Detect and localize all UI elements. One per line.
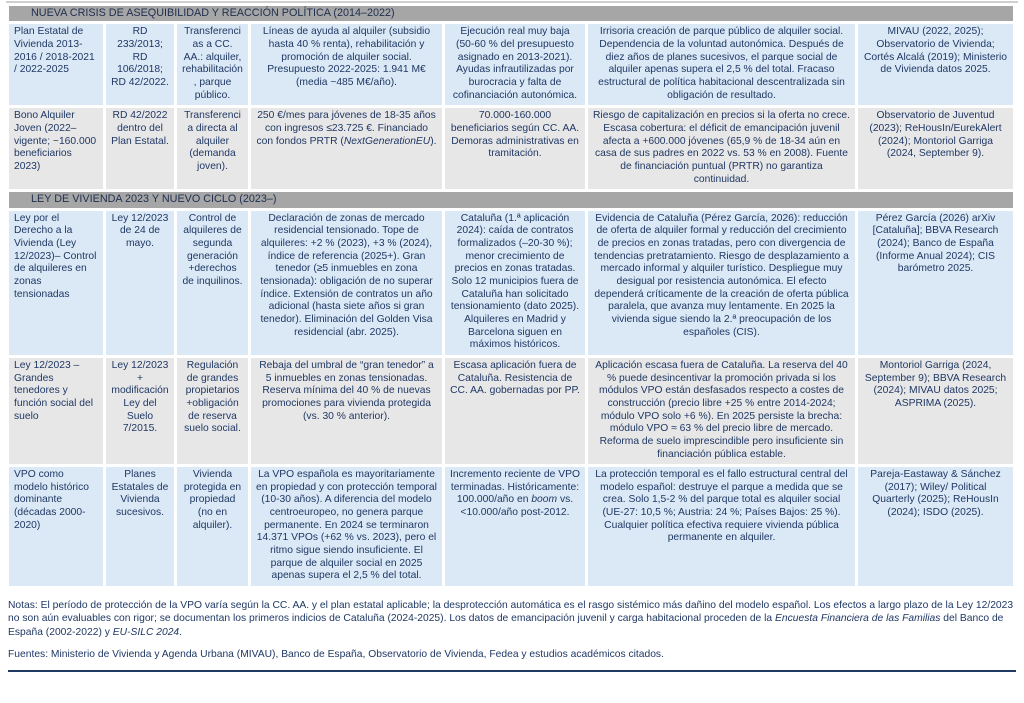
table-cell: Pérez García (2026) arXiv [Cataluña]; BB… [858, 210, 1014, 355]
table-cell: Cataluña (1.ª aplicación 2024): caída de… [445, 210, 585, 355]
table-cell: Líneas de ayuda al alquiler (subsidio ha… [251, 24, 442, 106]
sources-text: Fuentes: Ministerio de Vivienda y Agenda… [8, 649, 664, 661]
table-cell: Escasa aplicación fuera de Cataluña. Res… [445, 357, 585, 465]
table-cell: Evidencia de Cataluña (Pérez García, 202… [588, 210, 855, 355]
notes-text: Notas: El período de protección de la VP… [8, 599, 1016, 639]
text-segment: ). [430, 135, 437, 147]
text-segment: Notas: El período de protección de la VP… [8, 600, 1014, 625]
table-cell: Vivienda protegida en propiedad (no en a… [177, 467, 248, 587]
italic-text: NextGenerationEU [343, 135, 431, 147]
table-cell: Control de alquileres de segunda generac… [177, 210, 248, 355]
table-cell: Regulación de grandes propietarios +obli… [177, 357, 248, 465]
table-cell: Rebaja del umbral de “gran tenedor” a 5 … [251, 357, 442, 465]
table-cell: Planes Estatales de Vivienda sucesivos. [106, 467, 174, 587]
table-cell: 250 €/mes para jóvenes de 18-35 años con… [251, 108, 442, 190]
table-cell: Ley 12/2023 de 24 de mayo. [106, 210, 174, 355]
table-cell: Observatorio de Juventud (2023); ReHousI… [858, 108, 1014, 190]
text-segment: . [179, 626, 183, 638]
section-header: LEY DE VIVIENDA 2023 Y NUEVO CICLO (2023… [9, 192, 1014, 208]
housing-policy-table: NUEVA CRISIS DE ASEQUIBILIDAD Y REACCIÓN… [6, 3, 1017, 590]
table-cell: Declaración de zonas de mercado residenc… [251, 210, 442, 355]
table-cell: RD 233/2013; RD 106/2018; RD 42/2022. [106, 24, 174, 106]
italic-text: boom [531, 494, 558, 506]
table-row: Ley 12/2023 – Grandes tenedores y funció… [9, 357, 1014, 465]
table-row: Plan Estatal de Vivienda 2013-2016 / 201… [9, 24, 1014, 106]
table-cell: Riesgo de capitalización en precios si l… [588, 108, 855, 190]
table-cell: RD 42/2022 dentro del Plan Estatal. [106, 108, 174, 190]
text-segment: vs. <10.000/año post-2012. [460, 494, 574, 519]
table-cell: La protección temporal es el fallo estru… [588, 467, 855, 587]
table-cell: Irrisoria creación de parque público de … [588, 24, 855, 106]
italic-text: Encuesta Financiera de las Familias [775, 613, 941, 625]
top-rule [6, 1, 1018, 3]
table-cell: Ley por el Derecho a la Vivienda (Ley 12… [9, 210, 103, 355]
policy-table-body: NUEVA CRISIS DE ASEQUIBILIDAD Y REACCIÓN… [9, 6, 1014, 587]
text-segment: Incremento reciente de VPO terminadas. H… [450, 469, 580, 506]
text-segment: del Banco de España (2002-2022) y [8, 613, 1004, 638]
table-cell: Ley 12/2023 – Grandes tenedores y funció… [9, 357, 103, 465]
table-row: Bono Alquiler Joven (2022–vigente; ~160.… [9, 108, 1014, 190]
table-row: Ley por el Derecho a la Vivienda (Ley 12… [9, 210, 1014, 355]
text-segment: 250 €/mes para jóvenes de 18-35 años con… [256, 110, 436, 147]
table-cell: Bono Alquiler Joven (2022–vigente; ~160.… [9, 108, 103, 190]
table-cell: 70.000-160.000 beneficiarios según CC. A… [445, 108, 585, 190]
section-header: NUEVA CRISIS DE ASEQUIBILIDAD Y REACCIÓN… [9, 6, 1014, 22]
table-cell: Pareja-Eastaway & Sánchez (2017); Wiley/… [858, 467, 1014, 587]
table-cell: La VPO española es mayoritariamente en p… [251, 467, 442, 587]
table-row: VPO como modelo histórico dominante (déc… [9, 467, 1014, 587]
italic-text: EU-SILC 2024 [112, 626, 180, 638]
bottom-rule [8, 669, 1016, 672]
table-cell: Incremento reciente de VPO terminadas. H… [445, 467, 585, 587]
table-cell: Plan Estatal de Vivienda 2013-2016 / 201… [9, 24, 103, 106]
section-header-row: LEY DE VIVIENDA 2023 Y NUEVO CICLO (2023… [9, 192, 1014, 208]
table-cell: MIVAU (2022, 2025); Observatorio de Vivi… [858, 24, 1014, 106]
table-cell: VPO como modelo histórico dominante (déc… [9, 467, 103, 587]
table-cell: Montoriol Garriga (2024, September 9); B… [858, 357, 1014, 465]
table-cell: Transferencias a CC. AA.: alquiler, reha… [177, 24, 248, 106]
table-cell: Transferencia directa al alquiler (deman… [177, 108, 248, 190]
table-cell: Aplicación escasa fuera de Cataluña. La … [588, 357, 855, 465]
table-cell: Ley 12/2023 + modificación Ley del Suelo… [106, 357, 174, 465]
table-cell: Ejecución real muy baja (50-60 % del pre… [445, 24, 585, 106]
section-header-row: NUEVA CRISIS DE ASEQUIBILIDAD Y REACCIÓN… [9, 6, 1014, 22]
